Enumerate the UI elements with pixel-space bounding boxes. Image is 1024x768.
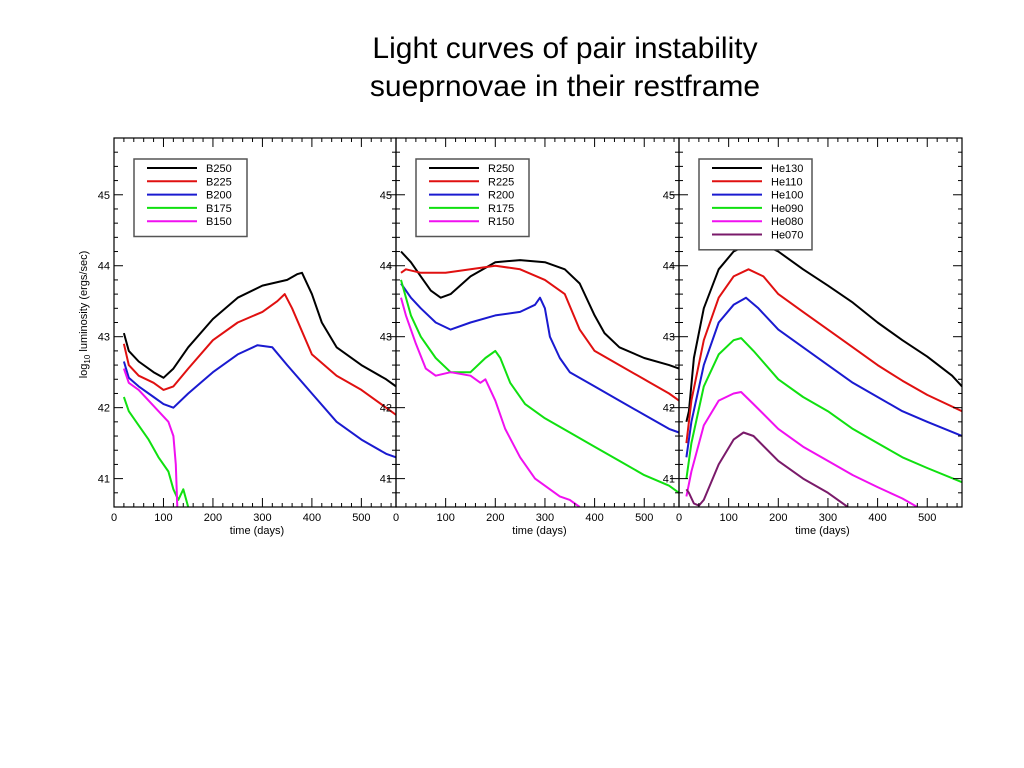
chart-panel-right: 0 100 200 300 400 500 41 42 43 44 45 time (days) He1… bbox=[663, 137, 963, 537]
title-line-1: Light curves of pair instability bbox=[372, 32, 758, 65]
legend-label-He070: He070 bbox=[771, 230, 803, 242]
title-line-2: sueprnovae in their restframe bbox=[369, 70, 761, 103]
y-tick-label: 45 bbox=[98, 190, 110, 202]
series-line-He080 bbox=[685, 391, 918, 507]
y-tick-label: 43 bbox=[663, 332, 675, 344]
legend-label-B175: B175 bbox=[206, 203, 232, 215]
series-line-R250 bbox=[400, 250, 679, 370]
x-tick-label: 400 bbox=[868, 512, 886, 524]
x-tick-label: 200 bbox=[204, 512, 222, 524]
series-line-R150 bbox=[400, 297, 581, 507]
legend-label-R200: R200 bbox=[488, 190, 514, 202]
x-tick-label: 500 bbox=[635, 512, 653, 524]
legend-label-B225: B225 bbox=[206, 176, 232, 188]
series-line-B150 bbox=[122, 368, 179, 507]
legend-label-R150: R150 bbox=[488, 216, 514, 228]
chart-panel-middle: 0 100 200 300 400 500 41 42 43 44 45 time (days) R25… bbox=[380, 137, 680, 537]
legend-label-B250: B250 bbox=[206, 163, 232, 175]
x-tick-label: 300 bbox=[536, 512, 554, 524]
y-tick-label: 41 bbox=[380, 474, 392, 486]
x-tick-label: 300 bbox=[253, 512, 271, 524]
x-tick-label: 0 bbox=[393, 512, 399, 524]
x-tick-label: 0 bbox=[111, 512, 117, 524]
y-tick-label: 44 bbox=[380, 261, 392, 273]
series-line-B200 bbox=[122, 344, 396, 459]
y-tick-label: 42 bbox=[663, 403, 675, 415]
series-line-R175 bbox=[400, 279, 679, 494]
legend-label-He090: He090 bbox=[771, 203, 803, 215]
x-tick-label: 0 bbox=[676, 512, 682, 524]
series-line-R200 bbox=[400, 282, 679, 434]
y-tick-label: 42 bbox=[380, 403, 392, 415]
y-axis-label-subscript: 10 bbox=[83, 354, 92, 363]
series-line-He070 bbox=[685, 431, 849, 507]
x-tick-label: 100 bbox=[436, 512, 454, 524]
x-tick-label: 300 bbox=[819, 512, 837, 524]
series-line-R225 bbox=[400, 264, 679, 402]
legend-label-He130: He130 bbox=[771, 163, 803, 175]
series-line-He110 bbox=[685, 268, 962, 444]
y-tick-label: 43 bbox=[380, 332, 392, 344]
legend-label-He100: He100 bbox=[771, 190, 803, 202]
legend-box bbox=[415, 158, 530, 238]
x-axis-label: time (days) bbox=[512, 525, 566, 537]
legend-label-B150: B150 bbox=[206, 216, 232, 228]
legend-label-He080: He080 bbox=[771, 216, 803, 228]
x-axis-label: time (days) bbox=[230, 525, 284, 537]
x-tick-label: 500 bbox=[918, 512, 936, 524]
series-line-B175 bbox=[122, 396, 190, 507]
series-line-B250 bbox=[122, 271, 396, 388]
x-tick-label: 400 bbox=[303, 512, 321, 524]
legend-label-R175: R175 bbox=[488, 203, 514, 215]
y-tick-label: 41 bbox=[663, 474, 675, 486]
legend-label-He110: He110 bbox=[771, 176, 803, 188]
x-tick-label: 100 bbox=[154, 512, 172, 524]
x-tick-label: 200 bbox=[769, 512, 787, 524]
series-line-B225 bbox=[122, 293, 396, 416]
legend-box bbox=[133, 158, 248, 238]
y-tick-label: 44 bbox=[98, 261, 110, 273]
x-tick-label: 500 bbox=[352, 512, 370, 524]
y-tick-label: 44 bbox=[663, 261, 675, 273]
series-line-He100 bbox=[685, 296, 962, 458]
x-tick-label: 400 bbox=[585, 512, 603, 524]
x-tick-label: 100 bbox=[719, 512, 737, 524]
y-tick-label: 42 bbox=[98, 403, 110, 415]
y-axis-label-rest: luminosity (ergs/sec) bbox=[78, 251, 90, 355]
y-tick-label: 45 bbox=[663, 190, 675, 202]
y-tick-label: 43 bbox=[98, 332, 110, 344]
legend-label-R250: R250 bbox=[488, 163, 514, 175]
x-axis-label: time (days) bbox=[795, 525, 849, 537]
slide-title: Light curves of pair instability sueprno… bbox=[240, 30, 890, 106]
y-tick-label: 45 bbox=[380, 190, 392, 202]
y-axis-label-log: log bbox=[78, 364, 90, 379]
legend-label-B200: B200 bbox=[206, 190, 232, 202]
series-line-He090 bbox=[685, 337, 962, 484]
legend-label-R225: R225 bbox=[488, 176, 514, 188]
y-tick-label: 41 bbox=[98, 474, 110, 486]
series-line-He130 bbox=[685, 243, 962, 423]
x-tick-label: 200 bbox=[486, 512, 504, 524]
y-axis-label: log10 luminosity (ergs/sec) bbox=[78, 251, 92, 379]
